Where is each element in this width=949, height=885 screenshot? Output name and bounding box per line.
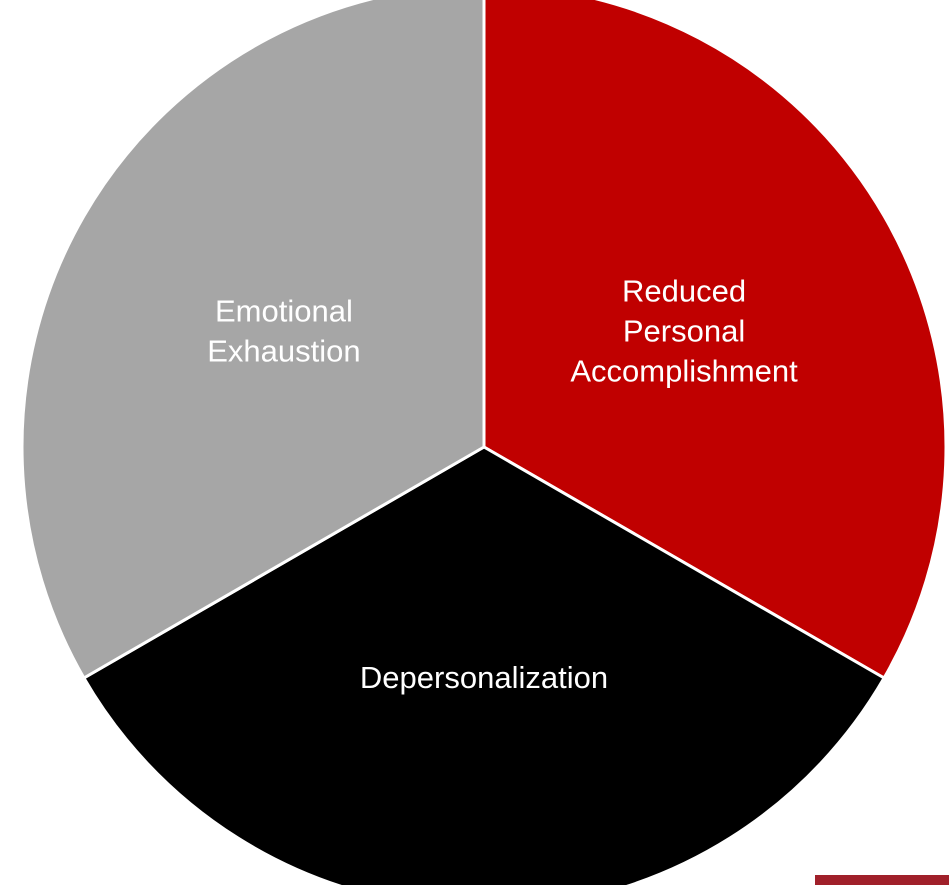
pie-slice [20, 0, 486, 681]
decor-bar [815, 875, 949, 885]
pie-slice [81, 445, 887, 885]
slice-label: Emotional Exhaustion [207, 293, 361, 369]
slice-label: Reduced Personal Accomplishment [570, 273, 798, 389]
slice-label: Depersonalization [359, 659, 609, 695]
pie-slice [482, 0, 948, 681]
